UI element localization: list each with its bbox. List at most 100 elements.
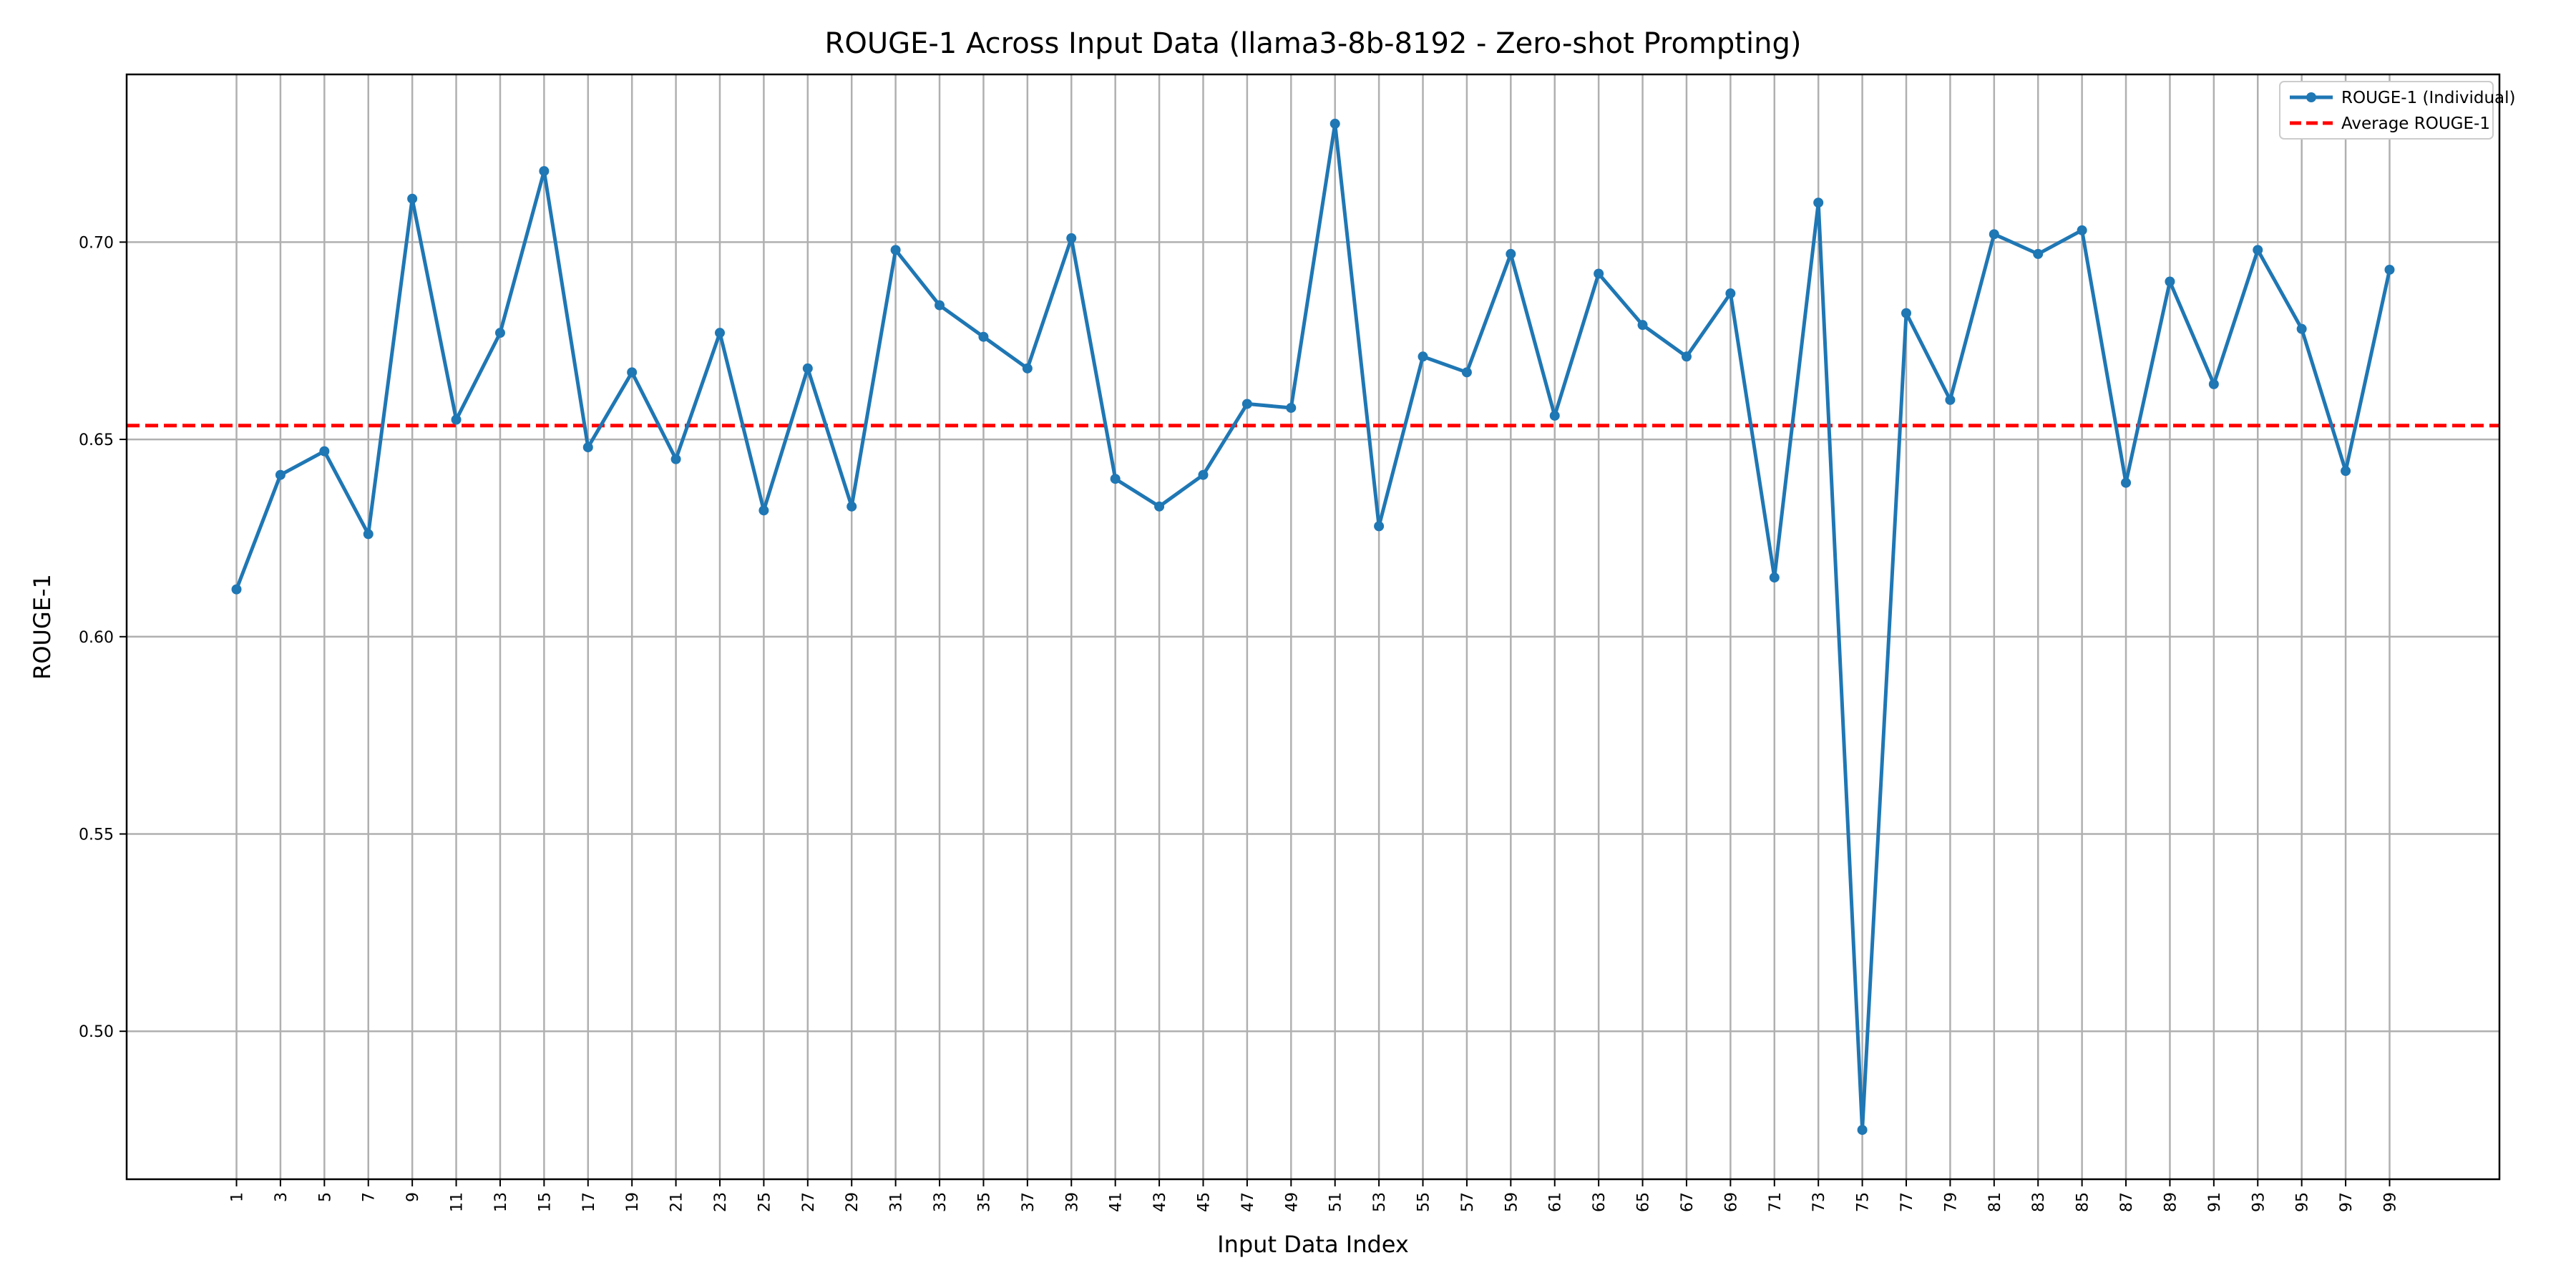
data-point-marker bbox=[935, 300, 945, 311]
data-point-marker bbox=[2341, 466, 2351, 477]
x-tick-label: 61 bbox=[1547, 1192, 1565, 1212]
x-tick-label: 91 bbox=[2206, 1192, 2224, 1212]
data-point-marker bbox=[627, 367, 638, 378]
data-point-marker bbox=[1681, 351, 1692, 362]
data-point-marker bbox=[1066, 233, 1077, 243]
data-point-marker bbox=[275, 469, 286, 480]
x-tick-label: 31 bbox=[888, 1192, 906, 1212]
x-tick-label: 59 bbox=[1503, 1192, 1521, 1212]
data-point-marker bbox=[2165, 276, 2175, 287]
x-tick-label: 85 bbox=[2074, 1192, 2092, 1212]
data-point-marker bbox=[494, 328, 505, 338]
legend-marker-individual bbox=[2306, 92, 2316, 102]
x-tick-label: 81 bbox=[1986, 1192, 2004, 1212]
data-point-marker bbox=[1901, 308, 1911, 318]
x-tick-label: 63 bbox=[1591, 1192, 1609, 1212]
data-point-marker bbox=[1110, 474, 1121, 484]
x-tick-label: 67 bbox=[1679, 1192, 1697, 1212]
x-tick-label: 43 bbox=[1151, 1192, 1169, 1212]
data-point-marker bbox=[1945, 394, 1956, 405]
x-tick-label: 95 bbox=[2294, 1192, 2312, 1212]
x-tick-label: 9 bbox=[404, 1192, 422, 1202]
x-tick-label: 51 bbox=[1327, 1192, 1345, 1212]
data-point-marker bbox=[1637, 320, 1648, 331]
chart-title: ROUGE-1 Across Input Data (llama3-8b-819… bbox=[825, 27, 1802, 60]
x-tick-label: 47 bbox=[1239, 1192, 1257, 1212]
x-tick-label: 3 bbox=[273, 1192, 291, 1202]
x-tick-label: 17 bbox=[580, 1192, 598, 1212]
data-point-marker bbox=[1418, 351, 1428, 362]
plot-frame bbox=[125, 73, 2501, 1181]
data-point-marker bbox=[319, 446, 330, 457]
data-point-marker bbox=[363, 529, 374, 540]
x-tick-label: 19 bbox=[624, 1192, 642, 1212]
x-tick-label: 55 bbox=[1415, 1192, 1433, 1212]
data-point-marker bbox=[1506, 248, 1516, 259]
data-point-marker bbox=[1198, 469, 1209, 480]
data-point-marker bbox=[2384, 264, 2395, 275]
x-tick-label: 23 bbox=[712, 1192, 730, 1212]
data-point-marker bbox=[1461, 367, 1472, 378]
data-point-marker bbox=[670, 454, 681, 464]
x-tick-label: 65 bbox=[1635, 1192, 1653, 1212]
x-tick-label: 7 bbox=[361, 1192, 379, 1202]
series-layer bbox=[231, 118, 2395, 1136]
data-point-marker bbox=[758, 505, 769, 516]
x-tick-label: 79 bbox=[1942, 1192, 1960, 1212]
rouge1-individual-line bbox=[235, 122, 2391, 1132]
x-tick-label: 41 bbox=[1108, 1192, 1126, 1212]
axis-ticks: 1 3 5 7 9 11 13 15 17 19 21 23 25 27 29 31 33 35 37 39 41 43 4… bbox=[79, 234, 2399, 1212]
x-tick-label: 35 bbox=[975, 1192, 993, 1212]
y-tick-label: 0.55 bbox=[79, 826, 114, 844]
data-point-marker bbox=[2208, 379, 2219, 389]
data-point-marker bbox=[1374, 521, 1385, 532]
x-tick-label: 73 bbox=[1810, 1192, 1828, 1212]
data-point-marker bbox=[715, 328, 725, 338]
data-point-marker bbox=[1769, 572, 1780, 583]
data-point-marker bbox=[231, 584, 242, 595]
data-point-marker bbox=[1022, 363, 1033, 374]
x-tick-label: 1 bbox=[229, 1192, 247, 1202]
data-point-marker bbox=[2077, 225, 2087, 235]
x-tick-label: 27 bbox=[800, 1192, 818, 1212]
data-point-marker bbox=[1725, 288, 1736, 299]
x-tick-label: 21 bbox=[668, 1192, 686, 1212]
x-tick-label: 29 bbox=[844, 1192, 862, 1212]
x-tick-label: 11 bbox=[449, 1192, 467, 1212]
data-point-marker bbox=[802, 363, 813, 374]
x-tick-label: 25 bbox=[756, 1192, 774, 1212]
y-tick-label: 0.65 bbox=[79, 431, 114, 449]
grid-lines bbox=[127, 74, 2499, 1179]
x-tick-label: 37 bbox=[1020, 1192, 1038, 1212]
data-point-marker bbox=[2296, 323, 2307, 334]
x-tick-label: 53 bbox=[1371, 1192, 1389, 1212]
x-tick-label: 39 bbox=[1063, 1192, 1081, 1212]
data-point-marker bbox=[539, 166, 550, 177]
x-tick-label: 69 bbox=[1722, 1192, 1740, 1212]
x-tick-label: 57 bbox=[1459, 1192, 1477, 1212]
legend-box bbox=[2279, 81, 2494, 140]
x-tick-label: 87 bbox=[2118, 1192, 2136, 1212]
data-point-marker bbox=[890, 245, 901, 255]
data-point-marker bbox=[2033, 248, 2044, 259]
x-tick-label: 13 bbox=[492, 1192, 510, 1212]
data-point-marker bbox=[2121, 477, 2132, 488]
x-tick-label: 5 bbox=[316, 1192, 334, 1202]
legend: ROUGE-1 (Individual) Average ROUGE-1 bbox=[2279, 81, 2515, 140]
data-point-marker bbox=[847, 501, 857, 512]
data-point-marker bbox=[1330, 118, 1340, 129]
data-point-marker bbox=[1989, 229, 1999, 240]
data-point-marker bbox=[1286, 402, 1297, 413]
data-point-marker bbox=[407, 193, 418, 204]
data-point-marker bbox=[1857, 1125, 1868, 1136]
x-tick-label: 77 bbox=[1898, 1192, 1916, 1212]
x-tick-label: 75 bbox=[1855, 1192, 1873, 1212]
x-axis-label: Input Data Index bbox=[1217, 1231, 1409, 1258]
data-point-marker bbox=[451, 414, 462, 425]
y-tick-label: 0.70 bbox=[79, 234, 114, 252]
data-point-marker bbox=[978, 331, 989, 342]
x-tick-label: 93 bbox=[2250, 1192, 2268, 1212]
legend-label-individual: ROUGE-1 (Individual) bbox=[2341, 89, 2515, 107]
x-tick-label: 15 bbox=[536, 1192, 554, 1212]
